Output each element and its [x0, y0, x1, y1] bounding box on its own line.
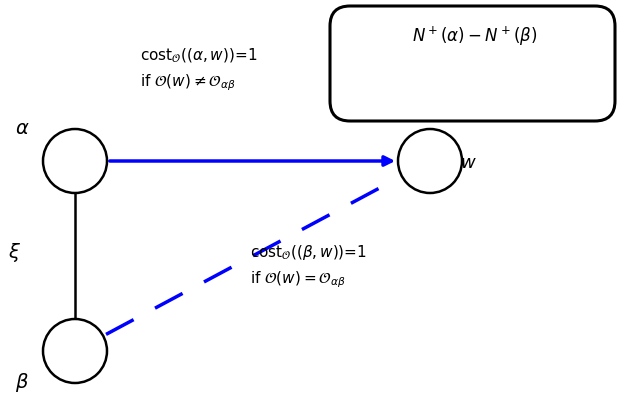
FancyBboxPatch shape [330, 6, 615, 121]
Text: $\xi$: $\xi$ [8, 241, 21, 265]
Ellipse shape [398, 129, 462, 193]
Text: $\alpha$: $\alpha$ [15, 119, 29, 138]
Ellipse shape [43, 129, 107, 193]
Ellipse shape [43, 319, 107, 383]
Text: $w$: $w$ [460, 154, 477, 172]
Text: $\beta$: $\beta$ [15, 371, 29, 395]
Text: $\mathrm{cost}_{\mathcal{O}}((\alpha, w))$=1
if $\mathcal{O}(w) \neq \mathcal{O}: $\mathrm{cost}_{\mathcal{O}}((\alpha, w)… [140, 47, 257, 93]
Text: $\mathrm{cost}_{\mathcal{O}}((\beta, w))$=1
if $\mathcal{O}(w) = \mathcal{O}_{\a: $\mathrm{cost}_{\mathcal{O}}((\beta, w))… [250, 243, 367, 290]
Text: $N^+(\alpha) - N^+(\beta)$: $N^+(\alpha) - N^+(\beta)$ [412, 24, 538, 48]
